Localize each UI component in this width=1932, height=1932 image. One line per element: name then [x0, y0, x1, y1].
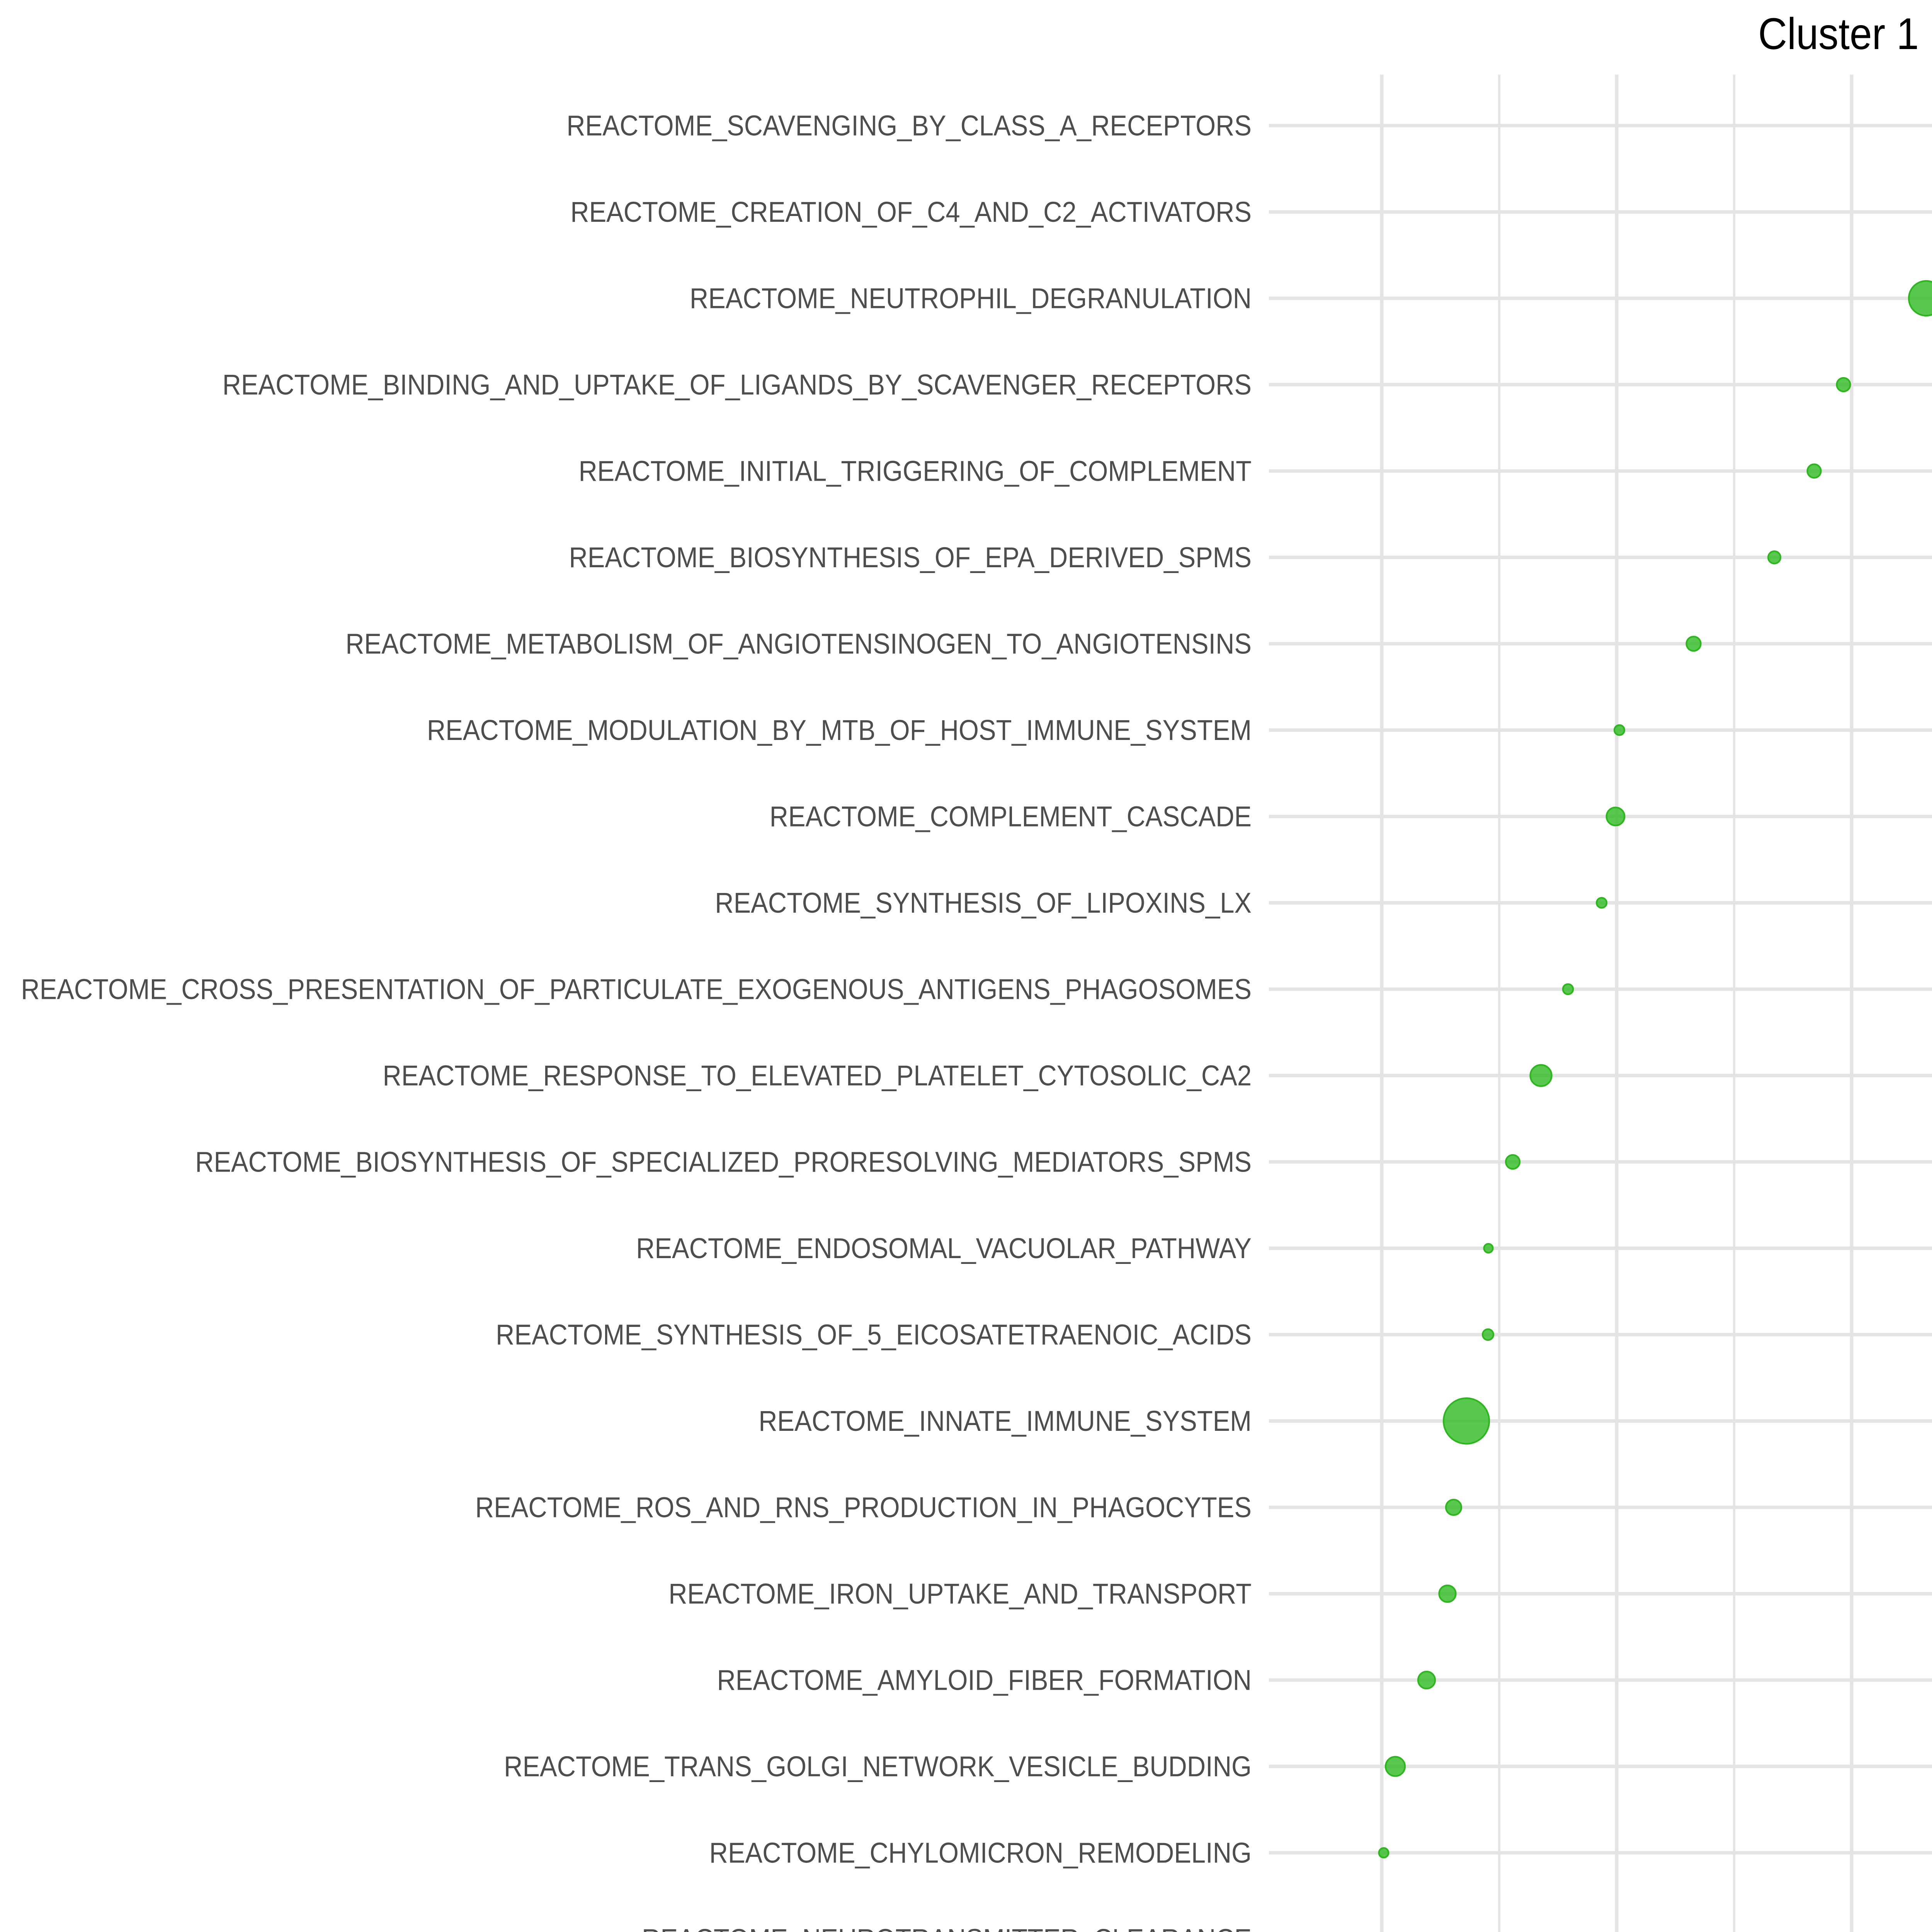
svg-text:Cluster 1: Cluster 1 [1758, 9, 1919, 59]
svg-text:REACTOME_IRON_UPTAKE_AND_TRANS: REACTOME_IRON_UPTAKE_AND_TRANSPORT [668, 1578, 1252, 1610]
svg-text:REACTOME_METABOLISM_OF_ANGIOTE: REACTOME_METABOLISM_OF_ANGIOTENSINOGEN_T… [345, 628, 1252, 660]
svg-text:REACTOME_MODULATION_BY_MTB_OF_: REACTOME_MODULATION_BY_MTB_OF_HOST_IMMUN… [427, 714, 1252, 746]
svg-text:REACTOME_NEUTROPHIL_DEGRANULAT: REACTOME_NEUTROPHIL_DEGRANULATION [690, 282, 1252, 314]
svg-text:REACTOME_ENDOSOMAL_VACUOLAR_PA: REACTOME_ENDOSOMAL_VACUOLAR_PATHWAY [636, 1232, 1252, 1264]
svg-text:REACTOME_RESPONSE_TO_ELEVATED_: REACTOME_RESPONSE_TO_ELEVATED_PLATELET_C… [383, 1060, 1252, 1092]
svg-text:REACTOME_SCAVENGING_BY_CLASS_A: REACTOME_SCAVENGING_BY_CLASS_A_RECEPTORS [566, 109, 1252, 141]
svg-text:REACTOME_INNATE_IMMUNE_SYSTEM: REACTOME_INNATE_IMMUNE_SYSTEM [759, 1405, 1252, 1437]
svg-text:REACTOME_BIOSYNTHESIS_OF_EPA_D: REACTOME_BIOSYNTHESIS_OF_EPA_DERIVED_SPM… [569, 541, 1252, 573]
svg-text:REACTOME_SYNTHESIS_OF_LIPOXINS: REACTOME_SYNTHESIS_OF_LIPOXINS_LX [715, 887, 1252, 919]
svg-text:REACTOME_INITIAL_TRIGGERING_OF: REACTOME_INITIAL_TRIGGERING_OF_COMPLEMEN… [578, 455, 1252, 487]
svg-text:REACTOME_TRANS_GOLGI_NETWORK_V: REACTOME_TRANS_GOLGI_NETWORK_VESICLE_BUD… [504, 1750, 1252, 1782]
svg-text:REACTOME_BIOSYNTHESIS_OF_SPECI: REACTOME_BIOSYNTHESIS_OF_SPECIALIZED_PRO… [195, 1146, 1252, 1178]
svg-text:REACTOME_CREATION_OF_C4_AND_C2: REACTOME_CREATION_OF_C4_AND_C2_ACTIVATOR… [570, 196, 1252, 228]
svg-text:REACTOME_NEUROTRANSMITTER_CLEA: REACTOME_NEUROTRANSMITTER_CLEARANCE [642, 1923, 1252, 1932]
svg-text:REACTOME_SYNTHESIS_OF_5_EICOSA: REACTOME_SYNTHESIS_OF_5_EICOSATETRAENOIC… [496, 1318, 1252, 1350]
svg-text:REACTOME_CROSS_PRESENTATION_OF: REACTOME_CROSS_PRESENTATION_OF_PARTICULA… [21, 973, 1252, 1005]
svg-text:REACTOME_CHYLOMICRON_REMODELIN: REACTOME_CHYLOMICRON_REMODELING [709, 1837, 1252, 1869]
svg-text:REACTOME_COMPLEMENT_CASCADE: REACTOME_COMPLEMENT_CASCADE [770, 800, 1252, 832]
svg-text:REACTOME_BINDING_AND_UPTAKE_OF: REACTOME_BINDING_AND_UPTAKE_OF_LIGANDS_B… [223, 369, 1252, 401]
svg-text:REACTOME_ROS_AND_RNS_PRODUCTIO: REACTOME_ROS_AND_RNS_PRODUCTION_IN_PHAGO… [475, 1491, 1252, 1523]
svg-text:REACTOME_AMYLOID_FIBER_FORMATI: REACTOME_AMYLOID_FIBER_FORMATION [717, 1664, 1252, 1696]
